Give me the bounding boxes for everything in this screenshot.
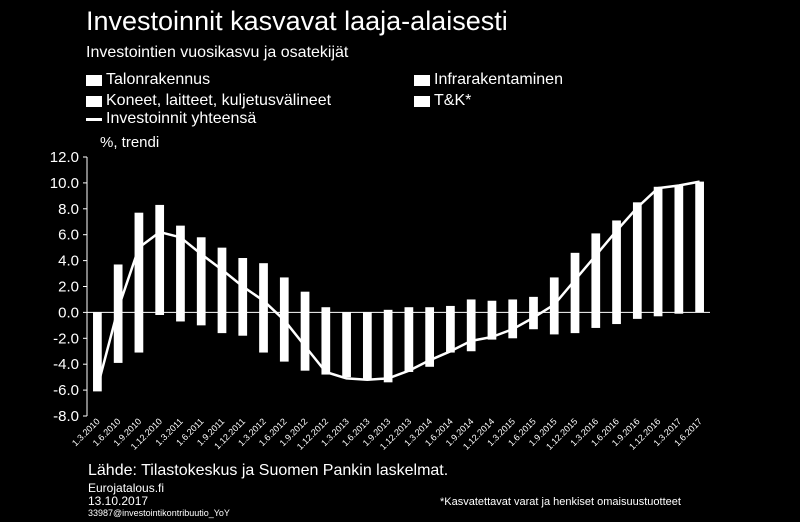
bar bbox=[570, 252, 580, 334]
legend-label: T&K* bbox=[434, 92, 472, 109]
series-line-total bbox=[96, 180, 700, 388]
bar bbox=[259, 263, 268, 353]
bar bbox=[93, 312, 102, 392]
legend-item-infra: Infrarakentaminen bbox=[414, 71, 563, 89]
bar bbox=[695, 181, 704, 313]
unit-label: %, trendi bbox=[100, 134, 160, 151]
bar bbox=[446, 305, 455, 353]
bar bbox=[217, 247, 227, 334]
bar bbox=[653, 186, 663, 317]
y-tick-label: -6.0 bbox=[53, 382, 79, 399]
y-tick-label: -8.0 bbox=[53, 408, 79, 425]
bar bbox=[383, 309, 393, 383]
bar bbox=[425, 307, 435, 367]
y-tick-label: 10.0 bbox=[50, 175, 79, 192]
y-tick-label: 4.0 bbox=[58, 253, 79, 270]
y-tick-label: 0.0 bbox=[58, 304, 79, 321]
bar bbox=[508, 299, 518, 339]
site-label: Eurojatalous.fi bbox=[88, 481, 165, 495]
source-note: Lähde: Tilastokeskus ja Suomen Pankin la… bbox=[88, 462, 449, 479]
bar bbox=[342, 312, 351, 378]
bar bbox=[113, 264, 123, 363]
legend-swatch bbox=[414, 95, 430, 107]
bar bbox=[176, 225, 185, 322]
legend-label: Koneet, laitteet, kuljetusvälineet bbox=[106, 92, 332, 109]
legend-item-tk: T&K* bbox=[414, 92, 471, 110]
bar bbox=[362, 312, 372, 380]
y-tick-label: -2.0 bbox=[53, 330, 79, 347]
chart-subtitle: Investointien vuosikasvu ja osatekijät bbox=[86, 44, 349, 61]
legend-item-total: Investoinnit yhteensä bbox=[86, 110, 256, 128]
bar bbox=[632, 202, 642, 319]
legend-swatch bbox=[414, 74, 430, 86]
legend-label: Investoinnit yhteensä bbox=[106, 110, 257, 127]
bar bbox=[674, 185, 684, 314]
file-id: 33987@investointikontribuutio_YoY bbox=[88, 508, 230, 518]
legend-swatch bbox=[86, 74, 102, 86]
chart-title: Investoinnit kasvavat laaja-alaisesti bbox=[86, 6, 508, 36]
bar bbox=[612, 220, 621, 325]
legend-label: Talonrakennus bbox=[106, 71, 211, 88]
y-tick-label: 2.0 bbox=[58, 279, 79, 296]
legend-item-koneet: Koneet, laitteet, kuljetusvälineet bbox=[86, 92, 331, 110]
legend-item-talonrakennus: Talonrakennus bbox=[86, 71, 210, 89]
bar bbox=[529, 296, 538, 330]
bar bbox=[155, 204, 165, 315]
bar bbox=[196, 237, 206, 326]
y-tick-label: 12.0 bbox=[50, 149, 79, 166]
date-label: 13.10.2017 bbox=[88, 494, 149, 508]
bar bbox=[238, 258, 248, 336]
bar bbox=[487, 300, 497, 340]
bar bbox=[466, 299, 476, 352]
legend-swatch bbox=[86, 95, 102, 107]
bar bbox=[321, 307, 331, 375]
bar bbox=[404, 307, 414, 372]
footnote: *Kasvatettavat varat ja henkiset omaisuu… bbox=[440, 496, 681, 508]
legend-line bbox=[86, 117, 102, 121]
bar bbox=[591, 233, 601, 328]
y-tick-label: 6.0 bbox=[58, 227, 79, 244]
legend-label: Infrarakentaminen bbox=[434, 71, 563, 88]
bar bbox=[300, 291, 310, 371]
y-tick-label: -4.0 bbox=[53, 356, 79, 373]
bar bbox=[134, 212, 144, 353]
y-tick-label: 8.0 bbox=[58, 201, 79, 218]
